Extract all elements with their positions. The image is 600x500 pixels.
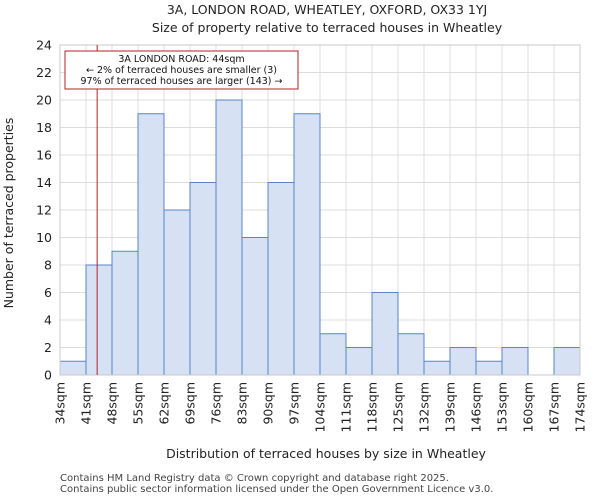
x-tick-label: 111sqm	[339, 382, 354, 432]
x-tick-label: 125sqm	[391, 382, 406, 432]
y-tick-label: 20	[36, 93, 52, 108]
x-tick-label: 174sqm	[573, 382, 588, 432]
x-tick-label: 41sqm	[79, 382, 94, 425]
x-tick-label: 118sqm	[365, 382, 380, 432]
bar-62sqm	[163, 209, 191, 376]
y-axis-label: Number of terraced properties	[1, 118, 16, 309]
x-tick-label: 146sqm	[469, 382, 484, 432]
x-axis-label: Distribution of terraced houses by size …	[166, 446, 486, 461]
bar-132sqm	[423, 360, 451, 376]
footer-line-2: Contains public sector information licen…	[60, 484, 494, 495]
bar-83sqm	[241, 237, 269, 376]
annotation-box	[64, 50, 299, 90]
y-tick-label: 24	[36, 38, 52, 53]
bar-104sqm	[319, 333, 347, 376]
bar-48sqm	[111, 250, 139, 376]
y-tick-label: 0	[44, 368, 52, 383]
x-tick-label: 160sqm	[521, 382, 536, 432]
x-tick-label: 55sqm	[131, 382, 146, 425]
x-tick-labels: 34sqm 41sqm 48sqm 55sqm 62sqm 69sqm 76sqm 83sqm…	[53, 382, 588, 432]
plot-frame	[59, 44, 581, 376]
x-tick-label: 90sqm	[261, 382, 276, 425]
bar-118sqm	[371, 292, 399, 376]
x-tick-label: 104sqm	[313, 382, 328, 432]
bar-76sqm	[215, 99, 243, 376]
y-tick-label: 16	[36, 148, 52, 163]
y-tick-label: 8	[44, 258, 52, 273]
y-tick-label: 18	[36, 120, 52, 135]
y-tick-label: 10	[36, 230, 52, 245]
x-tick-label: 76sqm	[209, 382, 224, 425]
x-tick-label: 62sqm	[157, 382, 172, 425]
annotation-larger: 97% of terraced houses are larger (143) …	[81, 76, 283, 87]
x-tick-label: 69sqm	[183, 382, 198, 425]
x-tick-label: 83sqm	[235, 382, 250, 425]
y-tick-label: 14	[36, 175, 52, 190]
x-tick-label: 167sqm	[547, 382, 562, 432]
bar-139sqm	[449, 347, 477, 376]
y-tick-label: 6	[44, 285, 52, 300]
annotation-smaller: ← 2% of terraced houses are smaller (3)	[86, 65, 277, 76]
bar-167sqm	[553, 347, 581, 376]
bar-146sqm	[475, 360, 503, 376]
x-tick-label: 34sqm	[53, 382, 68, 425]
bar-153sqm	[501, 347, 529, 376]
x-tick-label: 97sqm	[287, 382, 302, 425]
bar-55sqm	[137, 113, 165, 376]
x-tick-label: 132sqm	[417, 382, 432, 432]
y-tick-label: 12	[36, 203, 52, 218]
x-tick-label: 153sqm	[495, 382, 510, 432]
annotation-title: 3A LONDON ROAD: 44sqm	[118, 54, 244, 65]
bar-97sqm	[293, 113, 321, 376]
y-tick-label: 2	[44, 340, 52, 355]
bar-125sqm	[397, 333, 425, 376]
histogram-chart: 3A, LONDON ROAD, WHEATLEY, OXFORD, OX33 …	[1, 2, 588, 461]
bar-layer	[59, 99, 581, 376]
x-tick-label: 48sqm	[105, 382, 120, 425]
chart-title: 3A, LONDON ROAD, WHEATLEY, OXFORD, OX33 …	[167, 2, 487, 17]
chart-subtitle: Size of property relative to terraced ho…	[152, 20, 503, 35]
bar-41sqm	[85, 264, 113, 376]
bar-111sqm	[345, 347, 373, 376]
bar-34sqm	[59, 360, 87, 376]
footer-line-1: Contains HM Land Registry data © Crown c…	[60, 473, 449, 484]
y-tick-label: 22	[36, 65, 52, 80]
bar-69sqm	[189, 182, 217, 376]
bar-90sqm	[267, 182, 295, 376]
x-tick-label: 139sqm	[443, 382, 458, 432]
y-tick-label: 4	[44, 313, 52, 328]
